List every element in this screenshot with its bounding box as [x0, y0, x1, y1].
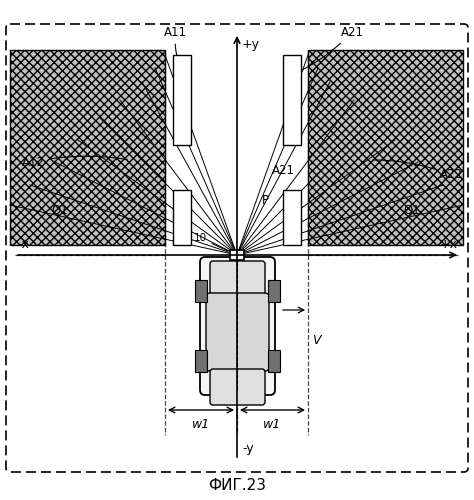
Bar [268, 280, 280, 302]
Text: w1: w1 [264, 418, 282, 430]
Text: +x: +x [440, 238, 458, 252]
Text: P: P [262, 194, 268, 206]
FancyBboxPatch shape [210, 261, 265, 295]
Bar [195, 280, 207, 302]
Text: ФИГ.23: ФИГ.23 [208, 478, 266, 492]
FancyBboxPatch shape [206, 293, 269, 371]
Bar [283, 190, 301, 245]
Bar [308, 50, 463, 245]
FancyBboxPatch shape [200, 257, 275, 395]
Text: A21: A21 [294, 26, 364, 74]
Text: -x: -x [17, 238, 29, 252]
Text: -y: -y [242, 442, 254, 455]
FancyBboxPatch shape [210, 369, 265, 405]
Text: +y: +y [242, 38, 260, 51]
Bar [195, 350, 207, 372]
Text: w1: w1 [192, 418, 210, 430]
Text: Q1: Q1 [52, 204, 68, 216]
Text: A12: A12 [22, 156, 127, 168]
Bar [173, 190, 191, 245]
Bar [268, 350, 280, 372]
Bar [283, 55, 301, 145]
Text: V: V [312, 334, 320, 346]
Bar [230, 250, 244, 260]
Text: A22: A22 [373, 160, 463, 182]
Bar [10, 50, 165, 245]
Text: Q1: Q1 [404, 204, 420, 216]
Bar [173, 55, 191, 145]
Text: A11: A11 [164, 26, 186, 72]
Text: 10: 10 [193, 233, 228, 251]
Text: A21: A21 [272, 164, 295, 176]
